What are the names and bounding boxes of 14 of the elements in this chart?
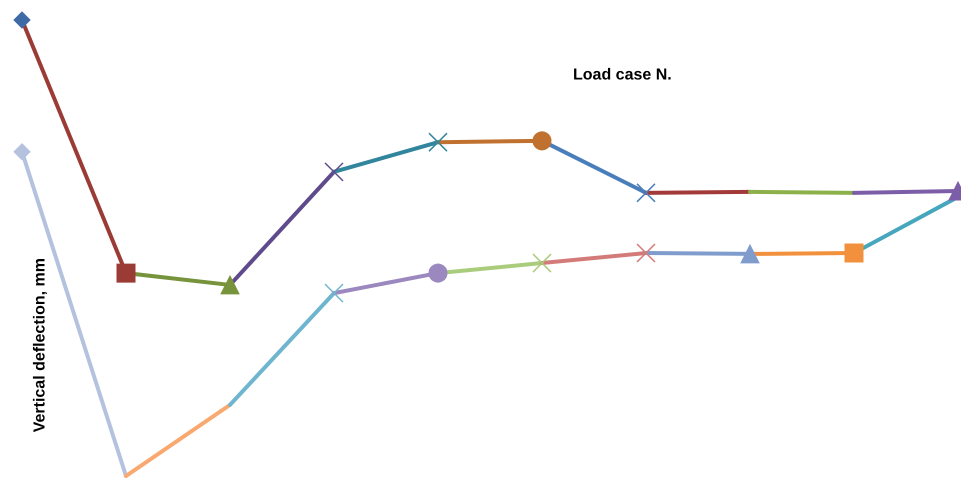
point	[636, 243, 656, 263]
point	[532, 253, 552, 273]
point	[428, 264, 448, 283]
point	[636, 183, 656, 203]
point	[14, 12, 30, 28]
point	[116, 264, 136, 283]
point	[324, 283, 344, 303]
point	[428, 132, 448, 152]
point	[14, 143, 30, 160]
point	[532, 131, 552, 150]
y-axis-title: Vertical deflection, mm	[32, 258, 48, 432]
text: Load case N.	[573, 66, 672, 84]
point	[844, 244, 864, 263]
point	[324, 162, 344, 182]
